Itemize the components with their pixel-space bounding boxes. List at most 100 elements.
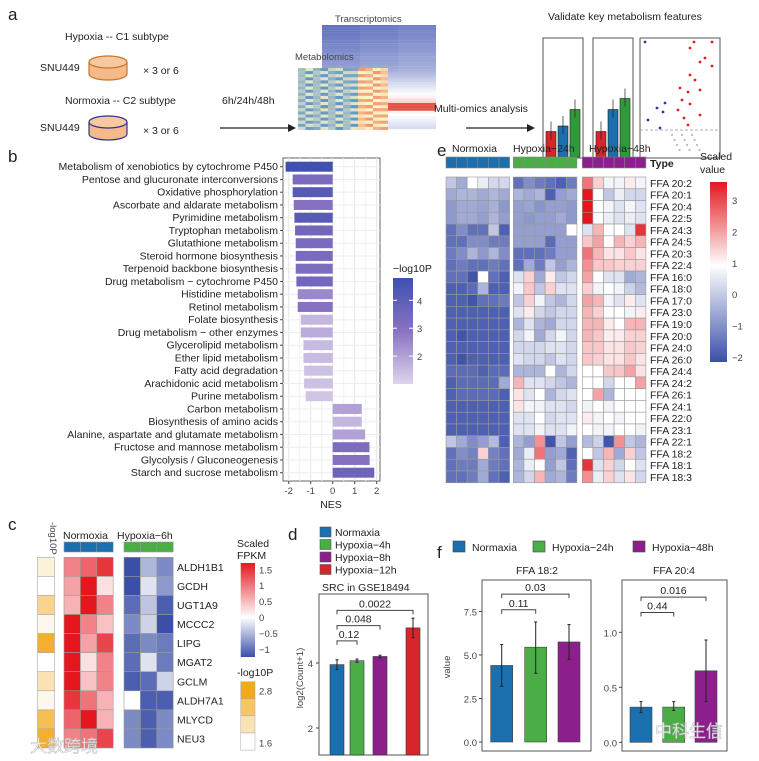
heat-cell bbox=[398, 108, 436, 111]
nes-bar bbox=[304, 365, 333, 376]
pathway-label: Histidine metabolism bbox=[181, 289, 278, 301]
heat-cell bbox=[350, 83, 358, 87]
heatmap-cell bbox=[445, 329, 457, 342]
metabolite-label: FFA 20:4 bbox=[650, 201, 692, 213]
heatmap-cell bbox=[613, 211, 625, 225]
heatmap-cell bbox=[498, 317, 510, 331]
heatmap-cell bbox=[96, 690, 114, 711]
heat-cell bbox=[335, 111, 343, 115]
heatmap-cell bbox=[624, 247, 636, 260]
heatmap-cell bbox=[96, 614, 114, 634]
metabolite-label: FFA 20:3 bbox=[650, 248, 692, 260]
heatmap-cell bbox=[477, 364, 489, 378]
heatmap-cell bbox=[634, 200, 647, 213]
heat-cell bbox=[320, 123, 328, 127]
heatmap-cell bbox=[488, 400, 500, 413]
gene-label: MGAT2 bbox=[177, 657, 213, 669]
heat-cell bbox=[305, 105, 313, 109]
bar bbox=[349, 660, 365, 756]
heat-cell bbox=[398, 123, 436, 127]
heatmap-cell bbox=[456, 211, 468, 225]
heat-cell bbox=[335, 108, 343, 112]
heat-cell bbox=[350, 92, 358, 96]
heatmap-cell bbox=[592, 176, 604, 190]
heatmap-cell bbox=[555, 235, 567, 248]
heatmap-cell bbox=[603, 235, 615, 248]
volcano-point bbox=[692, 40, 696, 44]
heat-cell bbox=[398, 43, 436, 46]
volcano-point bbox=[686, 90, 690, 94]
legend-tick-label: 2.8 bbox=[259, 687, 272, 698]
heatmap-cell bbox=[581, 329, 594, 342]
heat-cell bbox=[365, 80, 373, 84]
heat-cell bbox=[313, 108, 321, 112]
heatmap-cell bbox=[534, 188, 546, 201]
heatmap-cell bbox=[466, 470, 479, 484]
heatmap-cell bbox=[634, 458, 647, 472]
nes-bar bbox=[292, 187, 333, 198]
heat-cell bbox=[322, 32, 360, 36]
p-value-label: 0.44 bbox=[647, 601, 668, 613]
heatmap-cell bbox=[592, 259, 604, 272]
heatmap-cell bbox=[523, 470, 535, 484]
heatmap-cell bbox=[603, 353, 615, 366]
heatmap-cell bbox=[544, 176, 556, 190]
heat-cell bbox=[298, 99, 306, 103]
volcano-point bbox=[680, 98, 684, 102]
heatmap-cell bbox=[544, 306, 556, 319]
heatmap-cell bbox=[581, 247, 594, 260]
heat-cell bbox=[398, 25, 436, 28]
volcano-point bbox=[682, 116, 686, 120]
heatmap-cell bbox=[555, 176, 567, 190]
heat-cell bbox=[343, 77, 351, 81]
legend-tick-label: −1 bbox=[259, 645, 270, 656]
heat-cell bbox=[298, 120, 306, 124]
group-label-normoxia: Normoxia bbox=[63, 530, 108, 542]
heatmap-cell bbox=[140, 671, 158, 692]
heatmap-cell bbox=[498, 376, 510, 389]
heatmap-cell bbox=[534, 423, 546, 437]
heatmap-cell bbox=[512, 447, 525, 460]
heat-cell bbox=[350, 95, 358, 99]
bar bbox=[405, 627, 421, 756]
heatmap-cell bbox=[581, 306, 594, 319]
heat-cell bbox=[320, 86, 328, 90]
heat-cell bbox=[365, 83, 373, 87]
heatmap-cell bbox=[140, 709, 158, 730]
heatmap-cell bbox=[123, 576, 141, 596]
heat-cell bbox=[313, 68, 321, 72]
heatmap-cell bbox=[466, 423, 479, 437]
fpkm-legend-title: FPKM bbox=[237, 550, 266, 562]
heatmap-cell bbox=[581, 317, 594, 331]
y-tick-label: 5.0 bbox=[464, 651, 477, 662]
pathway-label: Ascorbate and aldarate metabolism bbox=[113, 199, 278, 211]
heatmap-cell bbox=[80, 652, 98, 673]
heat-cell bbox=[335, 74, 343, 78]
heatmap-cell bbox=[634, 364, 647, 378]
heatmap-cell bbox=[565, 447, 578, 460]
heatmap-cell bbox=[555, 353, 567, 366]
heatmap-cell bbox=[624, 400, 636, 413]
heatmap-cell bbox=[156, 556, 174, 577]
heatmap-cell bbox=[565, 306, 578, 319]
pvalue-legend-swatch bbox=[240, 698, 256, 717]
heatmap-cell bbox=[466, 282, 479, 295]
heatmap-cell bbox=[456, 447, 468, 460]
heatmap-cell bbox=[613, 411, 625, 425]
heatmap-cell bbox=[477, 435, 489, 448]
volcano-point bbox=[703, 56, 707, 60]
heatmap-cell bbox=[80, 709, 98, 730]
heat-cell bbox=[322, 64, 360, 67]
heatmap-cell bbox=[498, 200, 510, 213]
heatmap-cell bbox=[565, 458, 578, 472]
heatmap-cell bbox=[140, 633, 158, 653]
heat-cell bbox=[335, 120, 343, 124]
heatmap-cell bbox=[512, 353, 525, 366]
heatmap-cell bbox=[512, 247, 525, 260]
heat-cell bbox=[313, 114, 321, 118]
heat-cell bbox=[320, 102, 328, 106]
p-value-label: 0.11 bbox=[509, 598, 529, 610]
heatmap-cell bbox=[140, 614, 158, 634]
heat-cell bbox=[398, 79, 436, 83]
heatmap-cell bbox=[477, 235, 489, 248]
